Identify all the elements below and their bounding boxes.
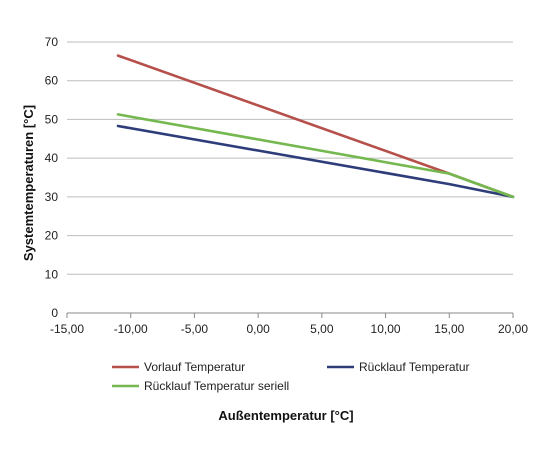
y-tick-label: 10	[45, 267, 59, 281]
x-tick-label: 20,00	[498, 322, 528, 336]
legend-label: Rücklauf Temperatur	[359, 360, 470, 374]
y-axis-title: Systemtemperaturen [°C]	[21, 105, 36, 261]
x-tick-label: 5,00	[310, 322, 334, 336]
y-tick-label: 30	[45, 190, 59, 204]
legend-label: Vorlauf Temperatur	[144, 360, 245, 374]
y-tick-label: 50	[45, 112, 59, 126]
x-tick-label: -5,00	[181, 322, 209, 336]
axes	[66, 312, 514, 318]
x-tick-label: 10,00	[371, 322, 401, 336]
y-tick-label: 20	[45, 229, 59, 243]
x-tick-label: -15,00	[50, 322, 84, 336]
series-line-3	[116, 113, 515, 199]
x-axis-title: Außentemperatur [°C]	[218, 408, 353, 423]
x-tick-label: 15,00	[434, 322, 464, 336]
y-tick-label: 40	[45, 151, 59, 165]
y-tick-label: 0	[51, 306, 58, 320]
y-tick-label: 70	[45, 35, 59, 49]
y-tick-label: 60	[45, 74, 59, 88]
series-lines	[116, 54, 515, 199]
gridlines	[67, 41, 513, 275]
legend-label: Rücklauf Temperatur seriell	[144, 379, 289, 393]
y-tick-labels: 0 10 20 30 40 50 60 70	[45, 35, 59, 320]
x-tick-labels: -15,00 -10,00 -5,00 0,00 5,00 10,00 15,00 20,00	[50, 322, 528, 336]
x-tick-label: 0,00	[246, 322, 270, 336]
legend: Vorlauf Temperatur Rücklauf Temperatur Rüc…	[112, 360, 470, 393]
x-tick-label: -10,00	[114, 322, 148, 336]
series-line-2	[116, 124, 515, 199]
